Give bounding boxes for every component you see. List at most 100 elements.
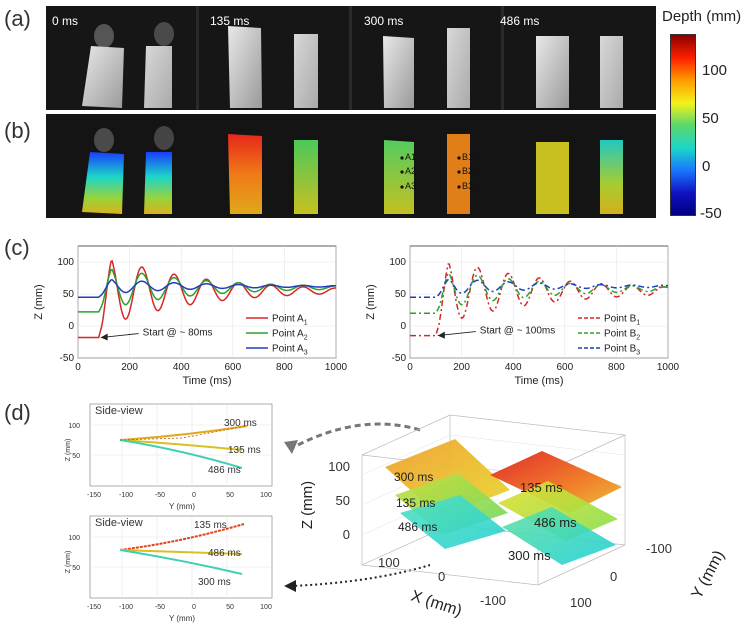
legend-entry: Point A2 — [272, 329, 308, 342]
side-view-bottom-ytick-1: 50 — [72, 565, 80, 572]
side-view-bottom-xtick: 50 — [226, 604, 234, 611]
side-view-bottom-xtick: -50 — [155, 604, 165, 611]
side-view-top-label-2: 486 ms — [208, 465, 241, 476]
plot3d-xtick-2: -100 — [480, 593, 506, 608]
time-label-0: 0 ms — [52, 14, 79, 28]
side-view-top-xlabel: Y (mm) — [169, 502, 195, 511]
y-tick-label: 0 — [68, 321, 74, 332]
x-axis-label: Time (ms) — [182, 375, 231, 387]
point-a1-label: A1 — [405, 152, 417, 162]
depth-strip-b-art — [46, 114, 656, 218]
side-view-top-title: Side-view — [95, 405, 143, 417]
side-view-top-xtick: -50 — [155, 492, 165, 499]
side-view-top-xtick: 100 — [260, 492, 272, 499]
plot3d-ztick-1: 50 — [336, 493, 350, 508]
connector-arrows — [284, 422, 430, 592]
x-tick-label: 200 — [121, 362, 138, 373]
y-tick-label: -50 — [392, 353, 407, 364]
legend-entry: Point B1 — [604, 314, 640, 327]
side-view-bottom-label-1: 486 ms — [208, 548, 241, 559]
y-tick-label: 100 — [389, 257, 406, 268]
photo-strip-a: 0 ms 135 ms 300 ms 486 ms — [46, 6, 656, 110]
point-b2-label: B2 — [462, 166, 474, 176]
plot3d-right-label-2: 300 ms — [508, 548, 551, 563]
side-view-bottom-xtick: 0 — [192, 604, 196, 611]
side-view-bottom-title: Side-view — [95, 517, 143, 529]
annotation-arrowhead — [437, 331, 445, 339]
plot3d-ylabel: Y (mm) — [689, 548, 728, 602]
series-line-3 — [410, 278, 669, 298]
plot3d-left-label-1: 135 ms — [396, 496, 435, 510]
plot3d-xtick-1: 0 — [438, 569, 445, 584]
y-axis-label: Z (mm) — [33, 284, 45, 319]
series-line-2 — [410, 272, 669, 314]
side-view-top-ytick-1: 50 — [72, 453, 80, 460]
plot3d-right-label-1: 486 ms — [534, 515, 577, 530]
side-view-bottom-label-2: 300 ms — [198, 577, 231, 588]
panel-label-b: (b) — [4, 118, 31, 143]
series-line-1 — [410, 263, 669, 337]
x-tick-label: 600 — [224, 362, 241, 373]
plot3d-ytick-0: -100 — [646, 541, 672, 556]
plot3d-ztick-0: 100 — [328, 459, 350, 474]
colorbar — [670, 34, 696, 216]
legend-entry: Point A3 — [272, 344, 308, 357]
plot-frame — [409, 245, 669, 359]
x-tick-label: 1000 — [325, 362, 348, 373]
x-tick-label: 1000 — [657, 362, 680, 373]
y-axis-label: Z (mm) — [365, 284, 377, 319]
photo-strip-a-art — [46, 6, 656, 110]
legend-entry: Point B3 — [604, 344, 640, 357]
side-view-top-xtick: 50 — [226, 492, 234, 499]
plot3d-xlabel: X (mm) — [409, 588, 464, 620]
y-tick-label: 50 — [63, 289, 75, 300]
side-view-bottom-xtick: 100 — [260, 604, 272, 611]
y-tick-label: -50 — [60, 353, 75, 364]
x-tick-label: 400 — [173, 362, 190, 373]
side-view-bottom-xtick: -150 — [87, 604, 101, 611]
time-label-2: 300 ms — [364, 14, 404, 28]
y-tick-label: 100 — [57, 257, 74, 268]
plot3d-left-label-0: 300 ms — [394, 470, 433, 484]
surface-plot-3d: 300 ms 135 ms 486 ms 135 ms 486 ms 300 m… — [299, 414, 728, 620]
plot3d-ytick-1: 0 — [610, 569, 617, 584]
annotation-text: Start @ ~ 80ms — [143, 328, 213, 339]
colorbar-tick-100: 100 — [702, 62, 728, 79]
x-tick-label: 800 — [276, 362, 293, 373]
side-view-top-xtick: -100 — [119, 492, 133, 499]
side-view-top: Side-view 300 ms 135 ms 486 ms 100 50 Z … — [65, 403, 273, 511]
x-tick-label: 800 — [608, 362, 625, 373]
side-view-top-label-1: 135 ms — [228, 445, 261, 456]
legend-entry: Point A1 — [272, 314, 308, 327]
side-view-top-ylabel: Z (mm) — [65, 439, 72, 462]
side-view-bottom-ylabel: Z (mm) — [65, 551, 72, 574]
plot3d-xtick-0: 100 — [378, 555, 400, 570]
point-b1-label: B1 — [462, 152, 474, 162]
point-a2-label: A2 — [405, 166, 417, 176]
colorbar-title: Depth (mm) — [662, 8, 742, 25]
side-view-bottom-xtick: -100 — [119, 604, 133, 611]
legend-entry: Point B2 — [604, 329, 640, 342]
x-tick-label: 0 — [75, 362, 81, 373]
x-tick-label: 200 — [453, 362, 470, 373]
x-tick-label: 0 — [407, 362, 413, 373]
side-view-top-xtick: 0 — [192, 492, 196, 499]
plot-frame — [77, 245, 337, 359]
annotation-arrowhead — [100, 333, 108, 341]
arrow-to-top-view — [291, 422, 421, 450]
x-axis-label: Time (ms) — [514, 375, 563, 387]
plot3d-zlabel: Z (mm) — [299, 481, 316, 529]
time-label-3: 486 ms — [500, 14, 540, 28]
sheet-b-0ms — [144, 46, 172, 108]
colorbar-tick-50: 50 — [702, 110, 719, 127]
arrow-to-bottom-view — [291, 563, 430, 587]
y-tick-label: 0 — [400, 321, 406, 332]
point-b3-label: B3 — [462, 181, 474, 191]
colorbar-tick-0: 0 — [702, 158, 711, 175]
plot3d-ytick-2: 100 — [570, 595, 592, 610]
sheet-a-0ms — [82, 46, 124, 108]
point-a3-label: A3 — [405, 181, 417, 191]
side-view-bottom-ytick-0: 100 — [68, 535, 80, 542]
